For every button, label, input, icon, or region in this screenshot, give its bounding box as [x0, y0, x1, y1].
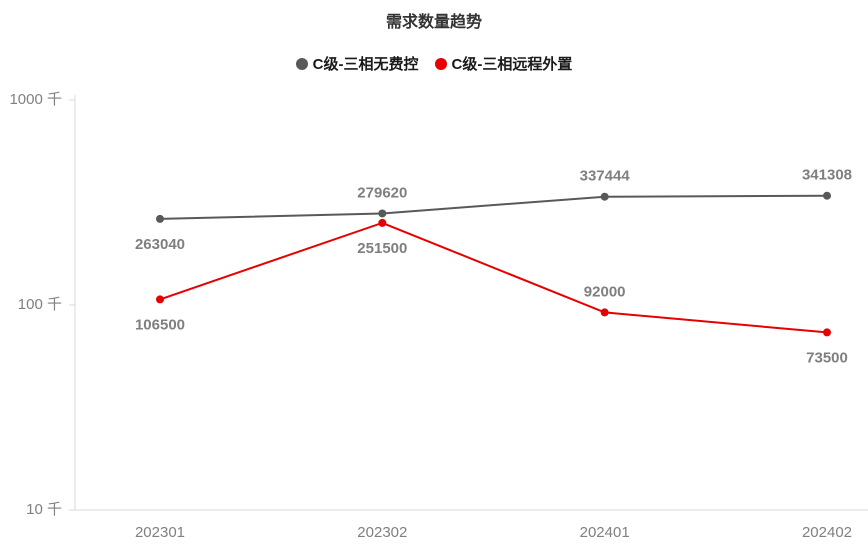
data-label: 106500 — [135, 316, 185, 333]
series-line-1 — [159, 221, 828, 334]
data-label: 251500 — [357, 240, 407, 257]
data-point — [600, 192, 609, 201]
data-point — [378, 218, 387, 227]
legend: C级-三相无费控 C级-三相远程外置 — [0, 53, 868, 74]
y-axis-tick-label: 10 千 — [26, 501, 62, 518]
x-axis-tick-label: 202301 — [135, 524, 185, 541]
data-label: 337444 — [580, 168, 631, 185]
y-axis-tick-label: 1000 千 — [9, 91, 62, 108]
x-axis-tick-label: 202302 — [357, 524, 407, 541]
chart-title: 需求数量趋势 — [385, 14, 482, 31]
data-point — [600, 308, 609, 317]
data-point — [378, 209, 387, 218]
data-point — [156, 214, 164, 223]
legend-item-series-1[interactable]: C级-三相远程外置 — [434, 53, 573, 74]
x-axis-tick-label: 202401 — [580, 524, 630, 541]
x-axis-tick-label: 202402 — [802, 524, 852, 541]
data-label: 263040 — [135, 236, 185, 253]
data-point — [823, 328, 831, 337]
data-label: 279620 — [357, 184, 407, 201]
legend-marker-icon — [434, 57, 447, 70]
y-axis-tick-label: 100 千 — [18, 296, 62, 313]
data-label: 341308 — [802, 167, 852, 184]
legend-label: C级-三相无费控 — [312, 56, 419, 73]
legend-label: C级-三相远程外置 — [451, 56, 573, 73]
legend-marker-icon — [295, 57, 308, 70]
series-line-0 — [159, 194, 828, 220]
data-point — [156, 295, 164, 304]
data-label: 92000 — [584, 283, 626, 300]
data-point — [823, 191, 831, 200]
data-label: 73500 — [806, 349, 848, 366]
legend-item-series-0[interactable]: C级-三相无费控 — [295, 53, 419, 74]
